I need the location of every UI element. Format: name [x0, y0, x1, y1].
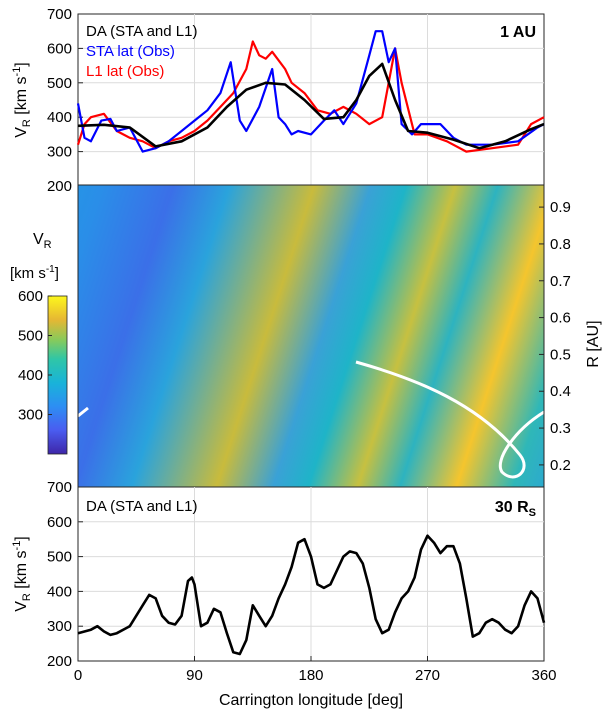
colorbar-tick-label: 400	[18, 367, 43, 384]
y-tick-label: 600	[47, 40, 72, 57]
bottom-legend-da: DA (STA and L1)	[86, 498, 197, 515]
top-y-ticks: 200 300 400 500 600 700	[47, 6, 83, 195]
x-tick-label: 90	[186, 667, 203, 684]
series-line	[77, 62, 545, 150]
top-annotation-1au: 1 AU	[500, 24, 536, 41]
colorbar-tick-label: 300	[18, 407, 43, 424]
r-tick-label: 0.2	[550, 457, 571, 474]
y-tick-label: 200	[47, 178, 72, 195]
top-legend-sta: STA lat (Obs)	[86, 43, 175, 60]
x-tick-label: 270	[415, 667, 440, 684]
x-axis-label: Carrington longitude [deg]	[219, 692, 403, 709]
top-series-lines	[76, 30, 545, 153]
y-tick-label: 400	[47, 109, 72, 126]
colorbar-tick-label: 500	[18, 328, 43, 345]
series-line	[76, 30, 545, 153]
trajectory-fragment-left	[78, 406, 89, 418]
r-tick-label: 0.3	[550, 420, 571, 437]
top-grid	[78, 14, 544, 186]
bottom-x-ticks: 0 90 180 270 360	[74, 656, 557, 684]
bottom-y-ticks: 200 300 400 500 600 700	[47, 479, 83, 670]
y-tick-label: 700	[47, 6, 72, 23]
bottom-y-axis-label: VR [km s-1]	[11, 536, 33, 612]
colorbar-title-vr: VR	[33, 231, 52, 251]
r-tick-label: 0.5	[550, 346, 571, 363]
r-tick-label: 0.9	[550, 199, 571, 216]
top-y-axis-label: VR [km s-1]	[11, 62, 33, 138]
y-tick-label: 200	[47, 653, 72, 670]
y-tick-label: 500	[47, 75, 72, 92]
bottom-annotation-30rs: 30 RS	[495, 499, 536, 519]
y-tick-label: 300	[47, 144, 72, 161]
colorbar-title-units: [km s-1]	[10, 264, 59, 282]
colorbar-tick-label: 600	[18, 288, 43, 305]
r-tick-label: 0.8	[550, 236, 571, 253]
heatmap-field	[78, 185, 544, 487]
r-tick-label: 0.4	[550, 383, 571, 400]
y-tick-label: 700	[47, 479, 72, 496]
bottom-panel: 200 300 400 500 600 700 0 90 180 270 360 DA (STA …	[11, 479, 557, 709]
x-tick-label: 360	[531, 667, 556, 684]
x-tick-label: 180	[298, 667, 323, 684]
r-axis-label: R [AU]	[585, 320, 602, 367]
series-line	[77, 534, 546, 656]
series-line	[76, 40, 545, 153]
r-axis-ticks: 0.2 0.3 0.4 0.5 0.6 0.7 0.8 0.9	[539, 199, 571, 474]
x-tick-label: 0	[74, 667, 82, 684]
y-tick-label: 300	[47, 618, 72, 635]
spacecraft-trajectory-line	[355, 360, 544, 479]
heatmap-bands	[78, 185, 544, 487]
top-panel: 200 300 400 500 600 700 DA (STA and L1) STA l…	[11, 6, 545, 195]
top-legend-l1: L1 lat (Obs)	[86, 63, 164, 80]
y-tick-label: 600	[47, 514, 72, 531]
bottom-grid	[78, 487, 544, 661]
r-tick-label: 0.6	[550, 310, 571, 327]
heatmap-panel: 0.2 0.3 0.4 0.5 0.6 0.7 0.8 0.9 R [AU] VR [km s…	[10, 184, 602, 488]
colorbar-ticks: 300 400 500 600	[18, 288, 52, 424]
y-tick-label: 400	[47, 583, 72, 600]
bottom-series-lines	[77, 534, 546, 656]
top-legend-da: DA (STA and L1)	[86, 23, 197, 40]
y-tick-label: 500	[47, 549, 72, 566]
r-tick-label: 0.7	[550, 273, 571, 290]
